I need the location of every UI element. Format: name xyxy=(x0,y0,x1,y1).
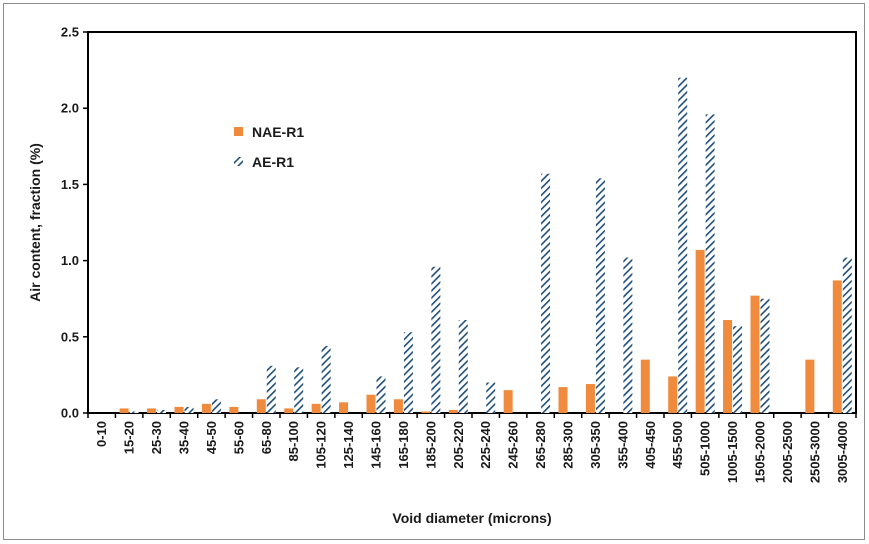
bar-nae-r1-145-160 xyxy=(366,394,376,413)
bar-nae-r1-285-300 xyxy=(558,387,568,413)
bar-nae-r1-305-350 xyxy=(585,384,595,413)
bar-nae-r1-165-180 xyxy=(393,399,403,413)
x-tick-label: 1005-1500 xyxy=(725,421,740,483)
x-tick-label: 265-280 xyxy=(533,421,548,469)
bar-nae-r1-105-120 xyxy=(311,403,321,413)
x-tick-label: 55-60 xyxy=(231,421,246,454)
bar-nae-r1-125-140 xyxy=(339,402,349,413)
bar-ae-r1-105-120 xyxy=(321,345,331,413)
x-tick-label: 285-300 xyxy=(561,421,576,469)
bar-ae-r1-185-200 xyxy=(431,266,441,413)
bar-ae-r1-505-1000 xyxy=(705,114,715,414)
x-axis-title: Void diameter (microns) xyxy=(392,510,551,526)
x-tick-label: 1505-2000 xyxy=(753,421,768,483)
bar-ae-r1-165-180 xyxy=(403,332,413,413)
x-tick-label: 25-30 xyxy=(149,421,164,454)
x-tick-label: 165-180 xyxy=(396,421,411,469)
x-tick-label: 245-260 xyxy=(506,421,521,469)
y-tick-label: 1.0 xyxy=(61,253,79,268)
x-tick-label: 125-140 xyxy=(341,421,356,469)
bar-nae-r1-85-100 xyxy=(284,408,294,413)
bar-nae-r1-2505-3000 xyxy=(805,359,815,413)
x-tick-label: 455-500 xyxy=(670,421,685,469)
x-tick-label: 2505-3000 xyxy=(807,421,822,483)
plot-area: 0.0 0.5 1.0 1.5 2.0 2.5 0-10 15-20 25-30 35-40 45-… xyxy=(61,25,857,483)
bar-ae-r1-85-100 xyxy=(294,367,304,413)
bar-nae-r1-15-20 xyxy=(119,408,129,413)
x-tick-label: 85-100 xyxy=(286,421,301,461)
y-tick-label: 2.0 xyxy=(61,101,79,116)
x-tick-label: 65-80 xyxy=(259,421,274,454)
bar-ae-r1-3005-4000 xyxy=(842,257,852,413)
bar-ae-r1-1005-1500 xyxy=(733,326,743,413)
bar-nae-r1-205-220 xyxy=(448,409,458,413)
y-tick-label: 1.5 xyxy=(61,177,79,192)
x-tick-label: 355-400 xyxy=(615,421,630,469)
bar-nae-r1-405-450 xyxy=(640,359,650,413)
bar-ae-r1-265-280 xyxy=(541,173,551,413)
x-tick-label: 505-1000 xyxy=(698,421,713,476)
bar-nae-r1-245-260 xyxy=(503,390,513,413)
x-tick-label: 35-40 xyxy=(177,421,192,454)
y-tick-label: 0.5 xyxy=(61,329,79,344)
x-tick-label: 145-160 xyxy=(369,421,384,469)
bar-nae-r1-505-1000 xyxy=(695,249,705,413)
bar-nae-r1-45-50 xyxy=(201,403,211,413)
bar-ae-r1-35-40 xyxy=(184,406,194,413)
bar-ae-r1-225-240 xyxy=(486,382,496,413)
y-tick-label: 0.0 xyxy=(61,406,79,421)
x-tick-label: 305-350 xyxy=(588,421,603,469)
x-tick-label: 405-450 xyxy=(643,421,658,469)
bar-nae-r1-55-60 xyxy=(229,406,239,413)
bar-ae-r1-455-500 xyxy=(678,77,688,413)
bar-nae-r1-185-200 xyxy=(421,411,431,413)
bar-nae-r1-25-30 xyxy=(147,408,157,413)
bar-ae-r1-25-30 xyxy=(157,409,167,413)
bar-nae-r1-1005-1500 xyxy=(723,320,733,413)
bar-nae-r1-455-500 xyxy=(668,376,678,413)
legend-label-nae-r1: NAE-R1 xyxy=(252,124,304,140)
x-tick-label: 205-220 xyxy=(451,421,466,469)
x-tick-label: 15-20 xyxy=(122,421,137,454)
bar-nae-r1-65-80 xyxy=(256,399,266,413)
bar-nae-r1-35-40 xyxy=(174,406,184,413)
bar-ae-r1-145-160 xyxy=(376,376,386,413)
bar-ae-r1-305-350 xyxy=(595,178,605,413)
bar-nae-r1-1505-2000 xyxy=(750,295,760,413)
x-tick-label: 2005-2500 xyxy=(780,421,795,483)
x-tick-label: 225-240 xyxy=(478,421,493,469)
bar-ae-r1-65-80 xyxy=(266,365,276,413)
bar-nae-r1-3005-4000 xyxy=(832,280,842,413)
x-tick-label: 3005-4000 xyxy=(835,421,850,483)
x-tick-label: 45-50 xyxy=(204,421,219,454)
y-axis-title: Air content, fraction (%) xyxy=(27,143,43,302)
x-tick-label: 105-120 xyxy=(314,421,329,469)
bar-ae-r1-15-20 xyxy=(129,411,139,413)
bar-ae-r1-1505-2000 xyxy=(760,298,770,413)
legend-swatch-nae-r1 xyxy=(234,127,243,136)
x-tick-label: 0-10 xyxy=(94,421,109,447)
bar-ae-r1-355-400 xyxy=(623,257,633,413)
legend-swatch-ae-r1 xyxy=(234,157,243,166)
bar-ae-r1-205-220 xyxy=(458,320,468,413)
legend: NAE-R1 AE-R1 xyxy=(234,124,304,170)
legend-label-ae-r1: AE-R1 xyxy=(252,154,294,170)
y-tick-label: 2.5 xyxy=(61,25,79,40)
bar-ae-r1-45-50 xyxy=(211,399,221,413)
x-tick-label: 185-200 xyxy=(423,421,438,469)
